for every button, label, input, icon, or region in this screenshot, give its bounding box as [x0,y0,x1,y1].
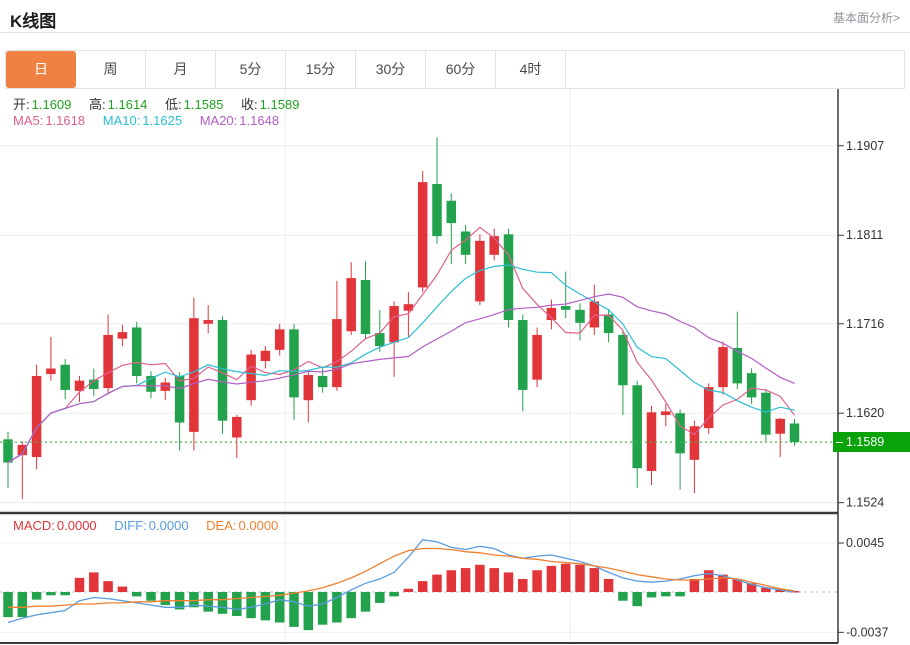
svg-text:1.1907: 1.1907 [846,139,884,153]
svg-text:-0.0037: -0.0037 [846,625,888,639]
ma10-value: 1.1625 [142,113,183,128]
macd-row: MACD: 0.0000 DIFF: 0.0000 DEA: 0.0000 [13,518,292,533]
tab-bar: 日周月 5分 15分 30分 60分 4时 [5,50,905,89]
open-value: 1.1609 [31,97,72,112]
dea-value: 0.0000 [238,518,279,533]
ma5-label: MA5: [13,113,44,128]
svg-text:0.0045: 0.0045 [846,536,884,550]
ma10-label: MA10: [102,113,141,128]
current-price-badge: 1.1589 [833,432,910,452]
high-value: 1.1614 [107,97,148,112]
open-label: 开: [13,97,30,112]
page-title: K线图 [10,12,57,31]
tab-7-60分[interactable]: 60分 [426,51,496,88]
ma20-value: 1.1648 [239,113,280,128]
page-header: K线图 基本面分析> [0,0,910,33]
diff-value: 0.0000 [148,518,189,533]
tab-4-5分[interactable]: 5分 [216,51,286,88]
close-value: 1.1589 [259,97,300,112]
dea-label: DEA: [206,518,237,533]
ma20-label: MA20: [199,113,238,128]
tab-5-15分[interactable]: 15分 [286,51,356,88]
svg-text:1.1524: 1.1524 [846,496,884,510]
svg-text:1.1620: 1.1620 [846,406,884,420]
svg-text:1.1716: 1.1716 [846,317,884,331]
tab-3-月[interactable]: 月 [146,51,216,88]
macd-value: 0.0000 [56,518,97,533]
fundamental-analysis-link[interactable]: 基本面分析> [832,11,900,25]
close-label: 收: [241,97,258,112]
tab-6-30分[interactable]: 30分 [356,51,426,88]
tab-1-日[interactable]: 日 [6,51,76,88]
high-label: 高: [89,97,106,112]
macd-label: MACD: [13,518,55,533]
ma-row: MA5: 1.1618 MA10: 1.1625 MA20: 1.1648 [13,113,293,128]
ma5-value: 1.1618 [45,113,86,128]
svg-text:1.1811: 1.1811 [846,228,883,242]
tab-8-4时[interactable]: 4时 [496,51,566,88]
ohlc-row: 开: 1.1609 高: 1.1614 低: 1.1585 收: 1.1589 [13,94,313,113]
low-value: 1.1585 [183,97,224,112]
tab-2-周[interactable]: 周 [76,51,146,88]
diff-label: DIFF: [114,518,147,533]
low-label: 低: [165,97,182,112]
